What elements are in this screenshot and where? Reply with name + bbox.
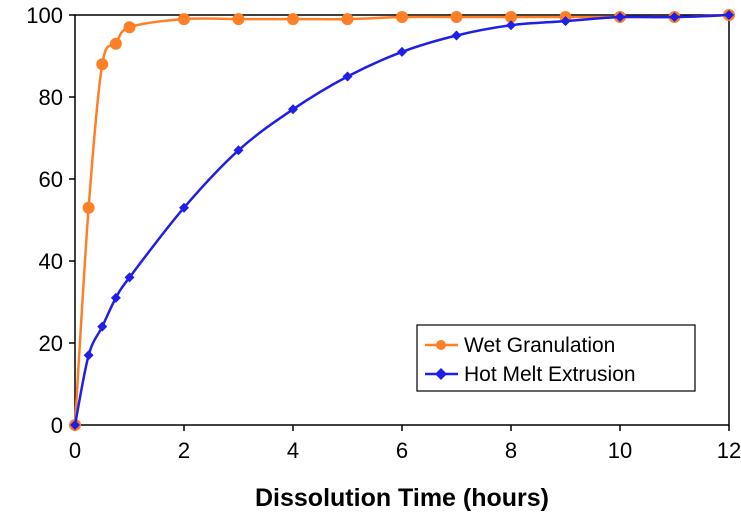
data-point-hot-melt-extrusion (110, 292, 121, 303)
data-point-wet-granulation (178, 13, 190, 26)
data-point-wet-granulation (109, 37, 122, 50)
x-axis-title: Dissolution Time (hours) (255, 484, 549, 512)
x-axis-ticks: 0 2 4 6 8 10 12 (69, 425, 741, 463)
x-tick-label: 0 (69, 438, 81, 463)
series-layer (69, 9, 735, 431)
data-point-hot-melt-extrusion (83, 350, 94, 361)
data-point-wet-granulation (82, 201, 95, 214)
data-point-wet-granulation (450, 11, 463, 24)
x-tick-label: 2 (178, 438, 190, 463)
data-point-hot-melt-extrusion (560, 16, 571, 27)
data-point-wet-granulation (123, 21, 136, 34)
legend-label-hot-melt-extrusion: Hot Melt Extrusion (464, 363, 636, 386)
data-point-hot-melt-extrusion (397, 46, 407, 57)
data-point-hot-melt-extrusion (615, 12, 625, 23)
data-point-hot-melt-extrusion (669, 12, 680, 23)
y-tick-label: 40 (39, 249, 63, 274)
data-point-hot-melt-extrusion (506, 20, 516, 31)
data-point-hot-melt-extrusion (724, 10, 734, 20)
data-point-wet-granulation (341, 13, 354, 26)
x-tick-label: 8 (505, 438, 517, 463)
data-point-wet-granulation (287, 13, 299, 26)
y-tick-label: 80 (39, 85, 63, 110)
data-point-wet-granulation (396, 11, 408, 24)
data-point-hot-melt-extrusion (97, 321, 108, 332)
series-line-hot-melt-extrusion (73, 13, 730, 426)
data-point-wet-granulation (505, 11, 517, 24)
y-axis-ticks: 0 20 40 60 80 100 (26, 3, 75, 438)
data-point-hot-melt-extrusion (342, 71, 353, 82)
y-tick-label: 100 (26, 3, 63, 28)
y-tick-label: 60 (39, 167, 63, 192)
x-tick-label: 10 (608, 438, 632, 463)
x-tick-label: 12 (717, 438, 741, 463)
legend: Wet Granulation Hot Melt Extrusion (416, 324, 696, 392)
legend-marker-wet-granulation (436, 340, 446, 350)
y-tick-label: 0 (51, 413, 63, 438)
data-point-wet-granulation (96, 58, 109, 71)
data-point-hot-melt-extrusion (233, 145, 244, 156)
data-point-hot-melt-extrusion (179, 202, 189, 213)
legend-marker-hot-melt-extrusion (435, 368, 447, 380)
data-point-hot-melt-extrusion (451, 30, 462, 41)
legend-label-wet-granulation: Wet Granulation (464, 334, 615, 357)
x-tick-label: 4 (287, 438, 299, 463)
data-point-hot-melt-extrusion (288, 104, 298, 115)
data-point-hot-melt-extrusion (70, 420, 80, 430)
y-tick-label: 20 (39, 331, 63, 356)
x-tick-label: 6 (396, 438, 408, 463)
data-point-wet-granulation (232, 13, 245, 26)
legend-box (416, 324, 696, 392)
data-point-hot-melt-extrusion (124, 272, 135, 283)
